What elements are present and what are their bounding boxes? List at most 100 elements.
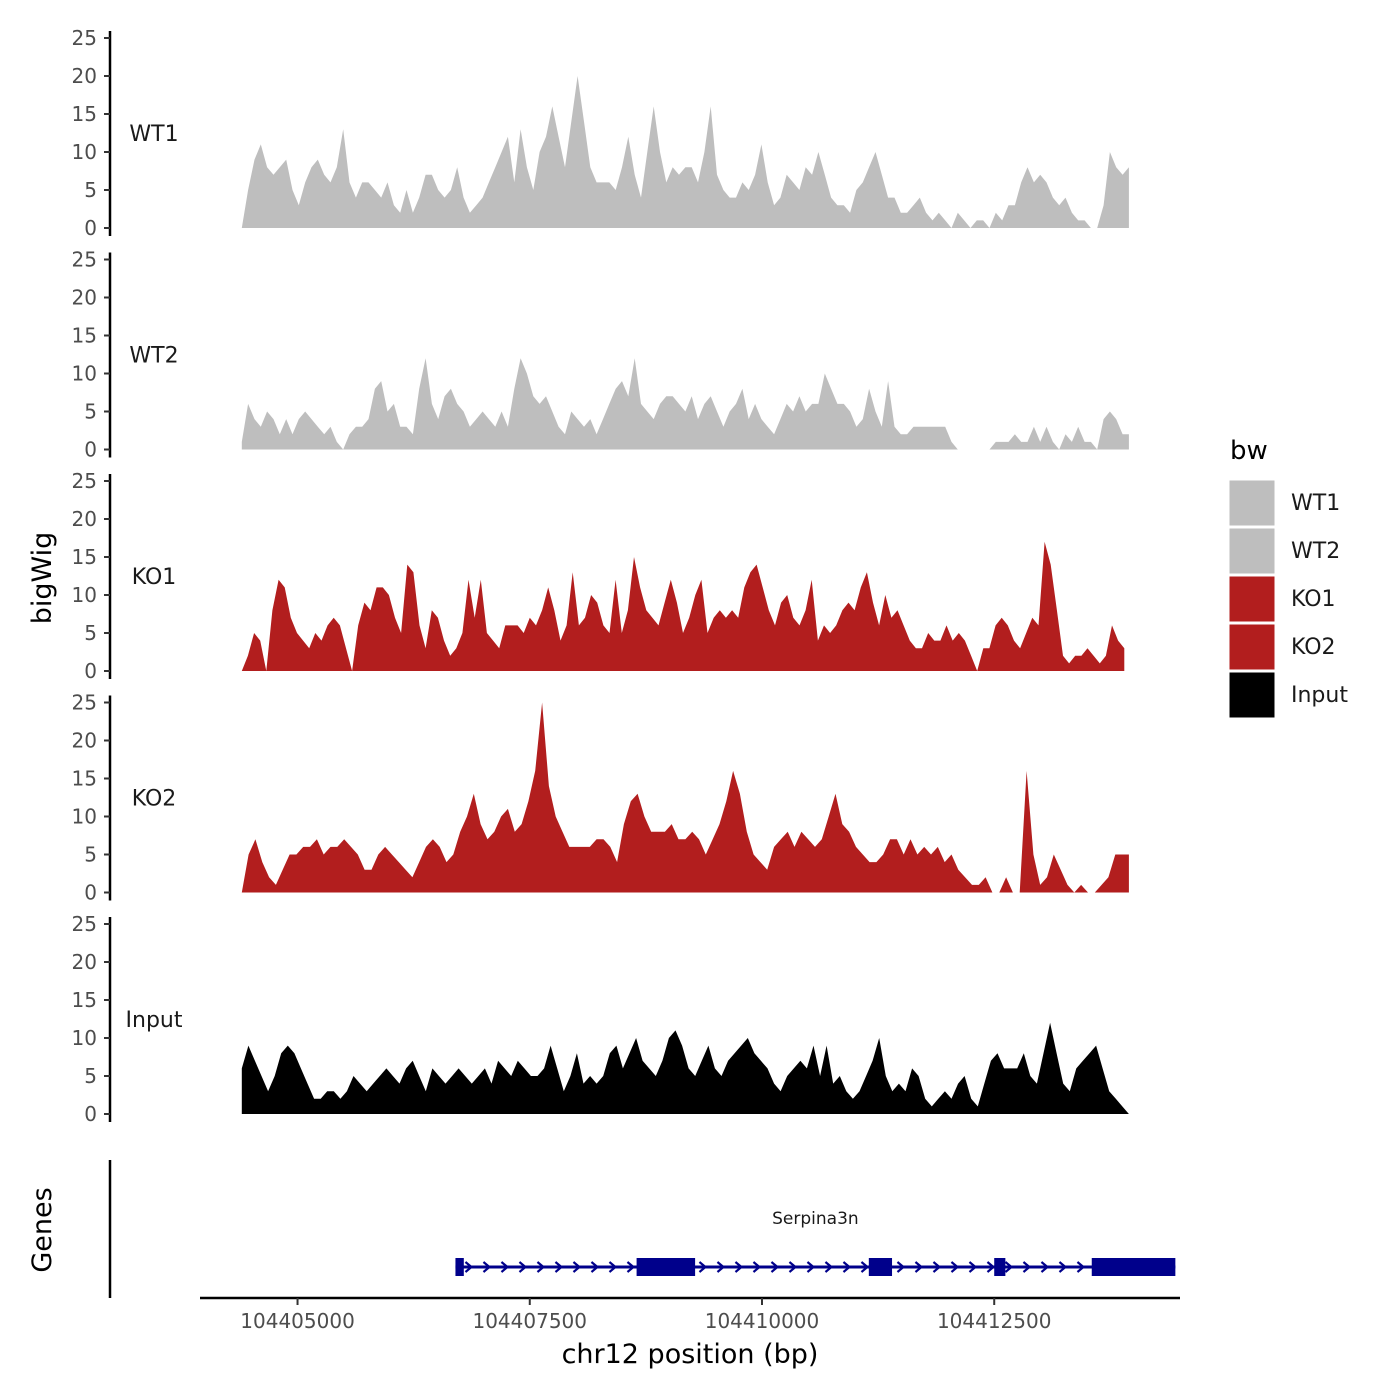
strand-arrow xyxy=(896,1261,906,1273)
legend-label-ko1: KO1 xyxy=(1291,587,1336,612)
y-tick-label: 15 xyxy=(72,545,97,569)
y-tick-label: 10 xyxy=(72,805,97,829)
gene-exon xyxy=(636,1258,696,1276)
strand-arrow xyxy=(734,1261,744,1273)
y-tick-label: 0 xyxy=(84,216,97,240)
track-wt1: 0 5 10 15 20 25 WT1 xyxy=(72,26,1129,240)
y-tick-label: 0 xyxy=(84,659,97,683)
y-tick-label: 25 xyxy=(72,26,97,50)
legend-swatch-wt1 xyxy=(1228,479,1276,527)
y-tick-label: 25 xyxy=(72,469,97,493)
y-tick-label: 15 xyxy=(72,988,97,1012)
legend-label-wt2: WT2 xyxy=(1291,539,1340,564)
legend-swatch-input xyxy=(1228,671,1276,719)
gene-exon xyxy=(1091,1258,1176,1276)
gene-exon xyxy=(455,1258,464,1276)
strand-arrow xyxy=(932,1261,942,1273)
track-label: Input xyxy=(126,1008,183,1033)
x-tick-label: 104405000 xyxy=(240,1309,355,1333)
x-tick-label: 104407500 xyxy=(472,1309,587,1333)
strand-arrow xyxy=(788,1261,798,1273)
y-tick-label: 10 xyxy=(72,583,97,607)
legend: bw WT1 WT2 KO1 KO2 Input xyxy=(1228,436,1348,719)
strand-arrow xyxy=(752,1261,762,1273)
legend-swatch-wt2 xyxy=(1228,527,1276,575)
x-axis-title: chr12 position (bp) xyxy=(562,1339,819,1370)
strand-arrow xyxy=(806,1261,816,1273)
strand-arrow xyxy=(824,1261,834,1273)
strand-arrow xyxy=(770,1261,780,1273)
legend-label-input: Input xyxy=(1291,683,1348,708)
y-tick-label: 0 xyxy=(84,881,97,905)
gene-exon xyxy=(868,1258,893,1276)
y-axis-title: bigWig xyxy=(27,532,58,625)
y-tick-label: 25 xyxy=(72,912,97,936)
strand-arrow xyxy=(842,1261,852,1273)
y-tick-label: 0 xyxy=(84,1102,97,1126)
track-ko1: 0 5 10 15 20 25 KO1 xyxy=(72,469,1125,683)
y-tick-label: 0 xyxy=(84,438,97,462)
x-axis: 104405000 104407500 104410000 104412500 xyxy=(200,1296,1180,1333)
genes-axis-title: Genes xyxy=(27,1187,58,1272)
strand-arrow xyxy=(1022,1261,1032,1273)
strand-arrow xyxy=(1004,1261,1014,1273)
series-area-ko1 xyxy=(241,541,1125,671)
y-tick-label: 15 xyxy=(72,324,97,348)
strand-arrow xyxy=(968,1261,978,1273)
strand-arrow xyxy=(518,1261,528,1273)
y-tick-label: 10 xyxy=(72,1026,97,1050)
x-tick-label: 104410000 xyxy=(705,1309,820,1333)
y-tick-label: 25 xyxy=(72,691,97,715)
series-area-wt2 xyxy=(241,358,1129,450)
bigwig-tracks: 0510152025WT10510152025WT20510152025KO10… xyxy=(72,26,1129,1126)
strand-arrow xyxy=(590,1261,600,1273)
strand-arrow xyxy=(1040,1261,1050,1273)
gene-exon xyxy=(994,1258,1006,1276)
track-input: 0 5 10 15 20 25 Input xyxy=(72,912,1129,1126)
strand-arrow xyxy=(986,1261,996,1273)
track-ko2: 0 5 10 15 20 25 KO2 xyxy=(72,691,1129,905)
y-tick-label: 20 xyxy=(72,286,97,310)
legend-swatch-ko2 xyxy=(1228,623,1276,671)
strand-arrow xyxy=(572,1261,582,1273)
y-tick-label: 10 xyxy=(72,140,97,164)
legend-label-ko2: KO2 xyxy=(1291,635,1336,660)
y-tick-label: 5 xyxy=(84,621,97,645)
gene-name-label: Serpina3n xyxy=(772,1209,859,1229)
strand-arrow xyxy=(482,1261,492,1273)
y-tick-label: 15 xyxy=(72,102,97,126)
gene-track: Serpina3n xyxy=(108,1160,1176,1298)
strand-arrow xyxy=(626,1261,636,1273)
y-tick-label: 5 xyxy=(84,1064,97,1088)
y-tick-label: 20 xyxy=(72,507,97,531)
strand-arrow xyxy=(860,1261,870,1273)
strand-arrow xyxy=(608,1261,618,1273)
strand-arrow xyxy=(554,1261,564,1273)
series-area-ko2 xyxy=(241,702,1129,893)
y-tick-label: 20 xyxy=(72,64,97,88)
series-area-input xyxy=(241,1022,1129,1114)
y-tick-label: 15 xyxy=(72,767,97,791)
track-label: KO2 xyxy=(132,787,177,812)
y-tick-label: 5 xyxy=(84,178,97,202)
track-label: WT2 xyxy=(129,344,178,369)
strand-arrow xyxy=(536,1261,546,1273)
track-wt2: 0 5 10 15 20 25 WT2 xyxy=(72,248,1129,462)
y-tick-label: 10 xyxy=(72,362,97,386)
series-area-wt1 xyxy=(241,76,1129,228)
legend-title: bw xyxy=(1230,436,1268,466)
strand-arrow xyxy=(698,1261,708,1273)
y-tick-label: 20 xyxy=(72,950,97,974)
track-label: KO1 xyxy=(132,565,177,590)
y-tick-label: 20 xyxy=(72,729,97,753)
strand-arrow xyxy=(716,1261,726,1273)
strand-arrow xyxy=(1076,1261,1086,1273)
legend-swatch-ko1 xyxy=(1228,575,1276,623)
x-tick-label: 104412500 xyxy=(937,1309,1052,1333)
strand-arrow xyxy=(464,1261,474,1273)
legend-label-wt1: WT1 xyxy=(1291,491,1340,516)
track-label: WT1 xyxy=(129,122,178,147)
y-tick-label: 25 xyxy=(72,248,97,272)
strand-arrow xyxy=(914,1261,924,1273)
